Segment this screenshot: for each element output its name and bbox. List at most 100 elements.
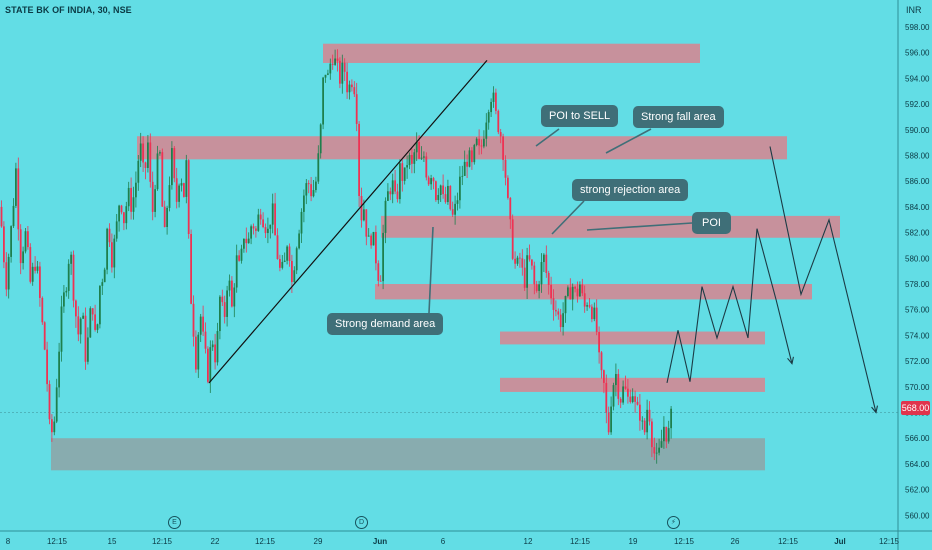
candle-up	[348, 84, 351, 93]
candle-down	[559, 314, 562, 328]
supply-zone	[375, 284, 812, 300]
candle-up	[564, 296, 567, 314]
candle-down	[46, 349, 48, 385]
supply-zone	[137, 136, 787, 160]
candle-down	[190, 234, 192, 304]
candle-down	[377, 263, 380, 281]
candle-down	[351, 84, 353, 88]
candle-up	[391, 180, 394, 195]
candle-up	[540, 262, 543, 285]
candle-up	[483, 138, 485, 147]
candle-down	[643, 420, 646, 433]
candle-up	[341, 62, 344, 84]
candle-down	[94, 314, 96, 330]
callout-poi-to-sell[interactable]: POI to SELL	[541, 105, 619, 127]
candle-down	[634, 396, 636, 402]
x-tick-label: 29	[314, 537, 323, 546]
split-icon[interactable]: ⚡	[667, 516, 680, 529]
candle-down	[72, 254, 75, 301]
candle-down	[528, 255, 531, 260]
candle-down	[111, 242, 113, 268]
candle-down	[427, 177, 430, 185]
candle-up	[303, 195, 305, 212]
candle-up	[125, 206, 128, 224]
candle-down	[120, 205, 123, 213]
candle-down	[276, 235, 279, 259]
candle-up	[63, 292, 65, 307]
candle-up	[463, 161, 466, 176]
y-tick-label: 562.00	[905, 486, 930, 495]
candle-down	[495, 92, 497, 111]
y-tick-label: 576.00	[905, 306, 930, 315]
candle-up	[135, 182, 137, 198]
callout-poi[interactable]: POI	[692, 212, 731, 234]
y-tick-label: 574.00	[905, 331, 930, 340]
candle-up	[571, 286, 574, 300]
candle-up	[257, 214, 260, 231]
callout-strong-fall-area[interactable]: Strong fall area	[633, 106, 724, 128]
candle-up	[562, 313, 564, 328]
candle-down	[449, 185, 452, 210]
candle-down	[84, 315, 87, 362]
candle-down	[339, 60, 341, 84]
y-tick-label: 586.00	[905, 177, 930, 186]
candle-down	[411, 154, 413, 164]
candle-up	[408, 154, 411, 166]
x-tick-label: 15	[108, 537, 117, 546]
x-tick-label: 12:15	[255, 537, 276, 546]
candle-down	[5, 262, 8, 290]
y-tick-label: 578.00	[905, 280, 930, 289]
candle-down	[19, 229, 22, 264]
candle-down	[41, 297, 44, 323]
candle-up	[334, 58, 336, 65]
callout-strong-demand-area[interactable]: Strong demand area	[327, 313, 444, 335]
candle-up	[209, 347, 212, 382]
trendline	[208, 60, 488, 384]
candle-down	[173, 148, 176, 179]
candle-down	[27, 231, 29, 248]
callout-strong-rejection-area[interactable]: strong rejection area	[572, 179, 689, 201]
supply-zone	[381, 215, 840, 238]
candle-down	[535, 284, 538, 291]
candle-up	[159, 152, 161, 154]
candle-up	[180, 183, 183, 186]
candle-up	[67, 263, 70, 291]
dividend-icon[interactable]: D	[355, 516, 368, 529]
x-tick-label: Jun	[373, 537, 387, 546]
candle-up	[324, 74, 327, 78]
candle-down	[355, 94, 358, 124]
candle-down	[358, 123, 360, 197]
candle-up	[382, 232, 384, 282]
candle-down	[183, 183, 185, 197]
candle-up	[185, 160, 188, 197]
candle-down	[504, 159, 507, 178]
callout-pointer	[605, 128, 652, 154]
candle-down	[581, 284, 584, 294]
candle-up	[228, 280, 231, 291]
y-tick-label: 570.00	[905, 383, 930, 392]
y-tick-label: 592.00	[905, 100, 930, 109]
candle-up	[147, 142, 149, 168]
candle-up	[233, 287, 236, 307]
candle-down	[149, 142, 152, 182]
candle-down	[639, 404, 641, 421]
y-tick-label: 564.00	[905, 460, 930, 469]
candle-down	[509, 197, 512, 220]
candle-up	[319, 124, 322, 154]
candle-down	[279, 258, 281, 268]
candle-down	[550, 284, 552, 299]
candle-down	[471, 150, 473, 163]
x-tick-label: 12:15	[778, 537, 799, 546]
candle-up	[384, 200, 387, 233]
candle-up	[22, 251, 24, 264]
candle-down	[523, 267, 526, 288]
candle-up	[139, 143, 142, 161]
earnings-icon[interactable]: E	[168, 516, 181, 529]
candle-up	[415, 142, 418, 153]
candle-up	[447, 185, 449, 203]
candle-down	[264, 227, 267, 234]
candle-up	[622, 386, 624, 403]
candle-down	[245, 238, 248, 244]
candle-up	[53, 421, 56, 433]
